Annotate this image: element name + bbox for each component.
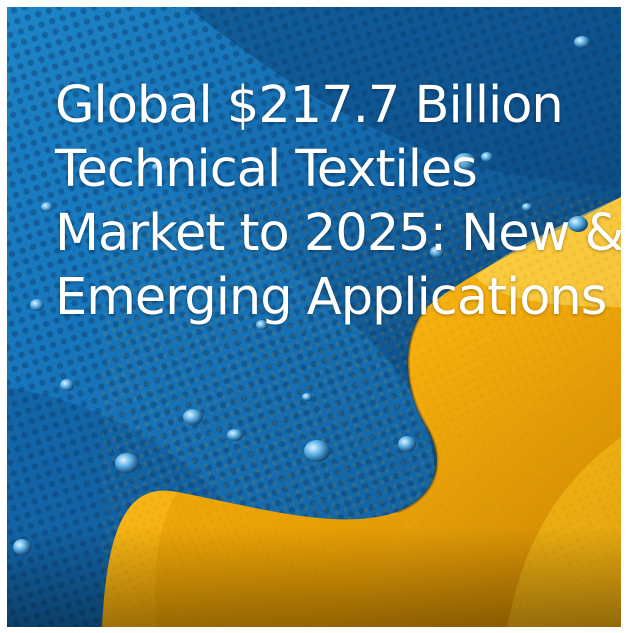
headline: Global $217.7 Billion Technical Textiles… [55, 74, 621, 330]
fabric-photo [7, 7, 621, 627]
headline-line-2: Technical Textiles [55, 140, 478, 199]
headline-line-1: Global $217.7 Billion [55, 76, 564, 135]
headline-line-4: Emerging Applications [55, 268, 607, 327]
water-droplets [13, 36, 590, 555]
headline-line-3: Market to 2025: New & [55, 204, 621, 263]
hero-image-frame: Global $217.7 Billion Technical Textiles… [7, 7, 621, 627]
